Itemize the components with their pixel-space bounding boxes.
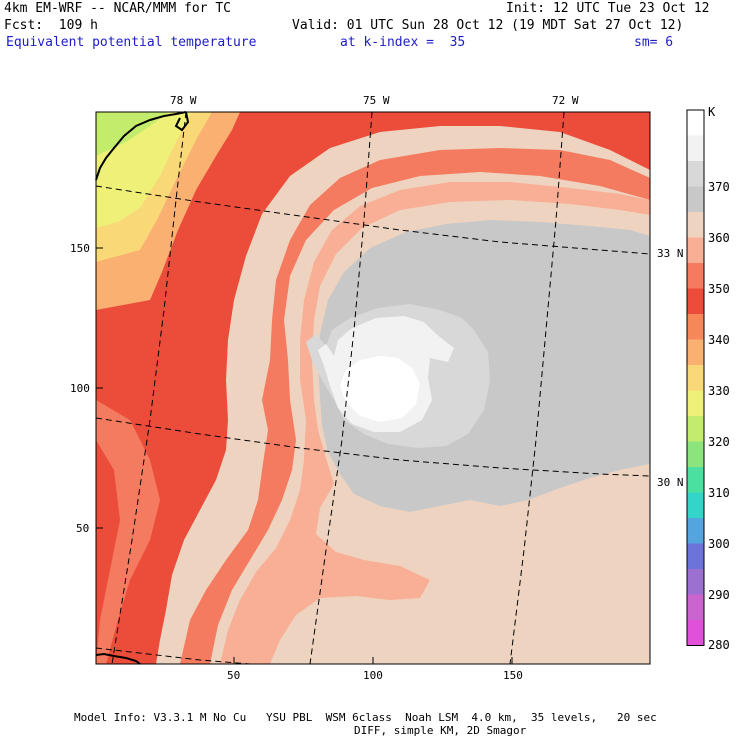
lat-label-30n: 30 N (657, 476, 684, 489)
meridian-78w (111, 111, 187, 665)
colorbar-swatch-275 (687, 620, 704, 646)
colorbar-swatch-350 (687, 237, 704, 263)
valid-time: Valid: 01 UTC Sun 28 Oct 12 (19 MDT Sat … (292, 18, 684, 33)
coastline (95, 111, 190, 665)
colorbar-label-350: 350 (708, 282, 730, 296)
colorbar-swatch-335 (687, 314, 704, 340)
colorbar-swatch-365 (687, 161, 704, 187)
coastline-north (95, 111, 187, 181)
colorbar-swatch-320 (687, 390, 704, 416)
forecast-hour: Fcst: 109 h (4, 18, 98, 33)
colorbar-swatch-330 (687, 339, 704, 365)
colorbar-label-310: 310 (708, 486, 730, 500)
theta-e-field (96, 112, 650, 664)
dry-air-green (96, 112, 168, 156)
colorbar-swatch-345 (687, 263, 704, 289)
colorbar-label-370: 370 (708, 180, 730, 194)
colorbar-swatch-300 (687, 492, 704, 518)
colorbar-swatch-325 (687, 365, 704, 391)
colorbar-swatch-310 (687, 441, 704, 467)
lon-label-75w: 75 W (363, 94, 390, 107)
eye-warm-core (340, 356, 420, 422)
meridian-72w (509, 111, 565, 665)
gulf-stream-band (96, 400, 160, 664)
colorbar-swatch-305 (687, 467, 704, 493)
colorbar-swatch-360 (687, 186, 704, 212)
lat-lon-grid (95, 111, 651, 665)
colorbar-swatch-285 (687, 569, 704, 595)
model-title: 4km EM-WRF -- NCAR/MMM for TC (4, 1, 231, 16)
colorbar (686, 109, 705, 646)
colorbar-swatch-355 (687, 212, 704, 238)
western-warm-band (96, 112, 650, 664)
init-time: Init: 12 UTC Tue 23 Oct 12 (506, 1, 710, 16)
lon-label-78w: 78 W (170, 94, 197, 107)
lat-label-33n: 33 N (657, 247, 684, 260)
colorbar-swatch-295 (687, 518, 704, 544)
diffusion-info: DIFF, simple KM, 2D Smagor (354, 724, 527, 737)
grid-label-bottom-50: 50 (227, 669, 241, 682)
colorbar-label-300: 300 (708, 537, 730, 551)
smoothing-value: sm= 6 (634, 35, 674, 50)
colorbar-frame (686, 109, 705, 646)
meridian-75w (309, 111, 373, 665)
parallel-27n (95, 647, 251, 665)
colorbar-label-340: 340 (708, 333, 730, 347)
grid-label-left-150: 150 (70, 242, 90, 255)
colorbar-swatch-340 (687, 288, 704, 314)
colorbar-swatch-370 (687, 135, 704, 161)
colorbar-swatch-315 (687, 416, 704, 442)
colorbar-unit: K (708, 105, 716, 119)
tick-marks (96, 247, 513, 664)
colorbar-swatch-375 (687, 110, 704, 136)
parallel-30n (95, 417, 651, 477)
colorbar-label-360: 360 (708, 231, 730, 245)
warm-band-inner (180, 148, 650, 664)
parallel-33n (95, 185, 651, 255)
coastline-south (95, 652, 141, 665)
colorbar-swatch-280 (687, 594, 704, 620)
field-name: Equivalent potential temperature (6, 35, 257, 50)
colorbar-swatch-290 (687, 543, 704, 569)
colorbar-label-290: 290 (708, 588, 730, 602)
colorbar-label-280: 280 (708, 638, 730, 652)
grid-label-bottom-150: 150 (503, 669, 523, 682)
colorbar-label-330: 330 (708, 384, 730, 398)
coastal-warm-strip (96, 440, 120, 664)
k-index: at k-index = 35 (340, 35, 466, 50)
grid-label-left-50: 50 (76, 522, 90, 535)
grid-label-left-100: 100 (70, 382, 90, 395)
coastline-bay (174, 111, 190, 132)
grid-label-bottom-100: 100 (363, 669, 383, 682)
lon-label-72w: 72 W (552, 94, 579, 107)
model-info: Model Info: V3.3.1 M No Cu YSU PBL WSM 6… (74, 711, 657, 724)
colorbar-label-320: 320 (708, 435, 730, 449)
